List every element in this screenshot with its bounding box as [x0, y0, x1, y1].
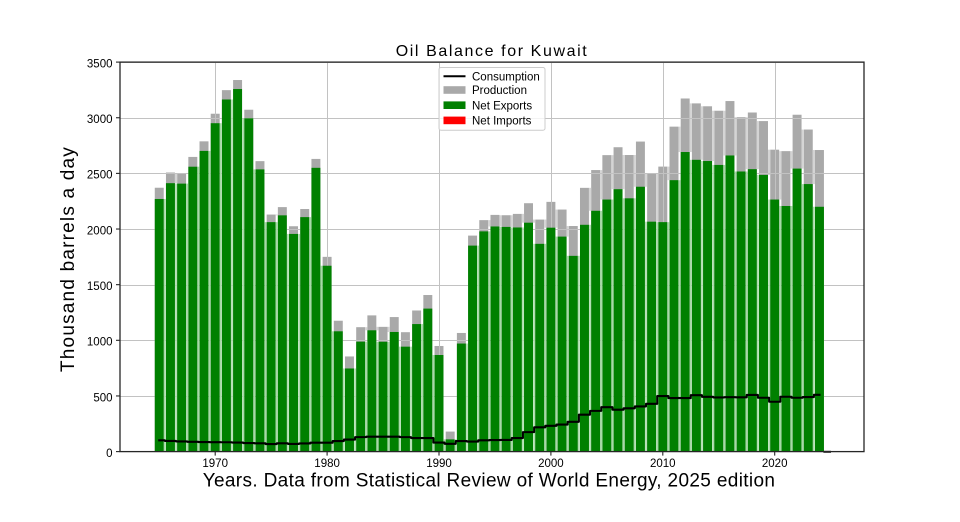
svg-text:1000: 1000 — [87, 337, 113, 349]
svg-text:2010: 2010 — [650, 458, 676, 470]
svg-text:2000: 2000 — [87, 225, 113, 237]
svg-text:1970: 1970 — [202, 458, 228, 470]
svg-text:1500: 1500 — [87, 281, 113, 293]
svg-text:Consumption: Consumption — [472, 71, 540, 83]
svg-text:Production: Production — [472, 85, 527, 97]
svg-text:Net Imports: Net Imports — [472, 116, 532, 128]
svg-text:Net Exports: Net Exports — [472, 100, 532, 112]
svg-text:0: 0 — [106, 448, 112, 460]
svg-text:3500: 3500 — [87, 58, 113, 70]
svg-text:1990: 1990 — [426, 458, 452, 470]
svg-text:2020: 2020 — [762, 458, 788, 470]
svg-text:2000: 2000 — [538, 458, 564, 470]
svg-text:3000: 3000 — [87, 114, 113, 126]
svg-text:Oil Balance for Kuwait: Oil Balance for Kuwait — [396, 43, 589, 60]
svg-text:500: 500 — [93, 392, 112, 404]
svg-text:Thousand barrels a day: Thousand barrels a day — [58, 146, 79, 372]
svg-text:Years. Data from Statistical R: Years. Data from Statistical Review of W… — [203, 471, 776, 492]
svg-text:1980: 1980 — [314, 458, 340, 470]
svg-text:2500: 2500 — [87, 170, 113, 182]
